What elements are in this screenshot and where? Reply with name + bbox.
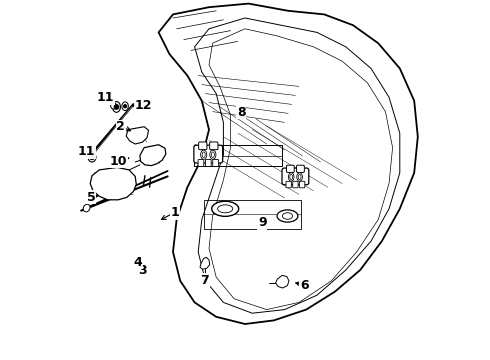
Circle shape — [114, 104, 119, 109]
Ellipse shape — [202, 152, 205, 157]
Ellipse shape — [111, 103, 117, 109]
Text: 11: 11 — [78, 145, 96, 158]
FancyBboxPatch shape — [287, 165, 294, 172]
FancyBboxPatch shape — [286, 181, 292, 188]
Ellipse shape — [200, 150, 207, 159]
FancyBboxPatch shape — [299, 181, 305, 188]
Text: 9: 9 — [258, 216, 267, 229]
FancyBboxPatch shape — [296, 165, 304, 172]
FancyBboxPatch shape — [210, 142, 218, 150]
Ellipse shape — [83, 204, 90, 212]
FancyBboxPatch shape — [198, 159, 204, 166]
Text: 2: 2 — [117, 120, 125, 133]
Ellipse shape — [88, 153, 96, 162]
Polygon shape — [140, 145, 166, 166]
Bar — [194, 145, 282, 166]
Polygon shape — [126, 127, 148, 144]
FancyBboxPatch shape — [205, 159, 211, 166]
Circle shape — [123, 104, 127, 108]
Ellipse shape — [289, 173, 294, 181]
Ellipse shape — [211, 152, 215, 157]
Polygon shape — [275, 275, 289, 288]
Text: 3: 3 — [138, 264, 147, 276]
FancyBboxPatch shape — [194, 145, 222, 163]
Ellipse shape — [113, 102, 121, 112]
Polygon shape — [200, 257, 210, 269]
Ellipse shape — [122, 102, 128, 111]
FancyBboxPatch shape — [293, 181, 298, 188]
Ellipse shape — [212, 201, 239, 216]
Ellipse shape — [282, 213, 293, 219]
Polygon shape — [90, 167, 136, 200]
Polygon shape — [159, 4, 418, 324]
Text: 6: 6 — [300, 279, 309, 292]
FancyBboxPatch shape — [282, 168, 309, 185]
Text: 12: 12 — [135, 99, 152, 112]
FancyBboxPatch shape — [198, 142, 207, 150]
Text: 11: 11 — [97, 91, 114, 104]
Text: 7: 7 — [200, 274, 209, 287]
Bar — [204, 200, 301, 229]
Ellipse shape — [298, 175, 301, 180]
Text: 1: 1 — [171, 206, 179, 219]
Text: 10: 10 — [110, 155, 127, 168]
FancyBboxPatch shape — [213, 159, 219, 166]
Text: 8: 8 — [237, 106, 245, 119]
Ellipse shape — [210, 150, 216, 159]
Ellipse shape — [290, 175, 293, 180]
Text: 5: 5 — [87, 191, 95, 204]
Circle shape — [90, 155, 95, 160]
Ellipse shape — [277, 210, 298, 222]
Ellipse shape — [218, 205, 233, 213]
Ellipse shape — [297, 173, 302, 181]
Text: 4: 4 — [133, 256, 142, 269]
